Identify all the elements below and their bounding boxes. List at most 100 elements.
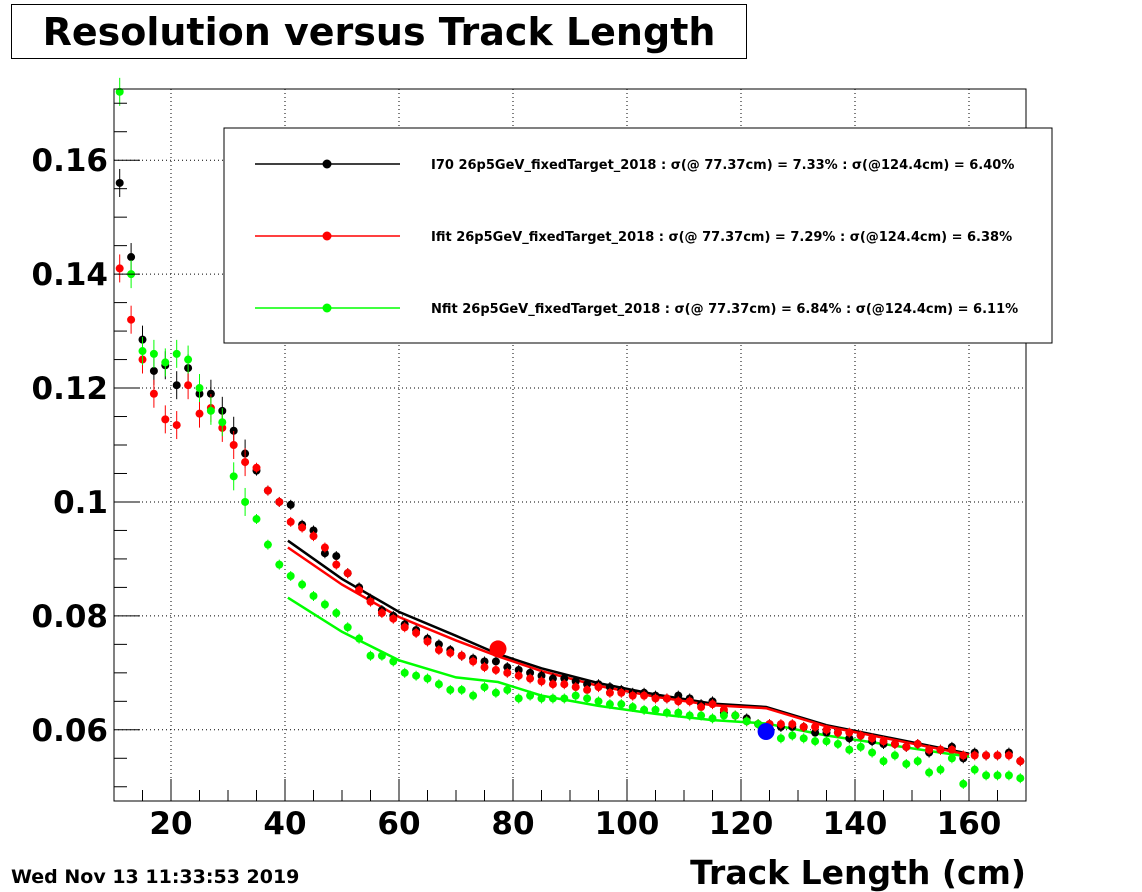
data-point <box>640 691 649 700</box>
x-tick-label: 20 <box>149 806 192 842</box>
data-point <box>640 705 649 714</box>
data-point <box>822 737 831 746</box>
data-point <box>320 600 329 609</box>
data-point <box>697 703 706 712</box>
data-point <box>161 358 170 367</box>
data-point <box>719 711 728 720</box>
data-point <box>286 572 295 581</box>
data-point <box>822 725 831 734</box>
data-point <box>503 685 512 694</box>
data-point <box>332 609 341 618</box>
highlight-marker <box>757 723 775 741</box>
data-point <box>480 683 489 692</box>
data-point <box>936 765 945 774</box>
data-point <box>685 697 694 706</box>
data-point <box>959 751 968 760</box>
data-point <box>970 765 979 774</box>
data-point <box>913 740 922 749</box>
data-point <box>662 708 671 717</box>
data-point <box>902 742 911 751</box>
data-point <box>252 463 261 472</box>
data-point <box>605 688 614 697</box>
data-point <box>241 497 250 506</box>
data-point <box>229 472 238 481</box>
data-point <box>833 728 842 737</box>
data-point <box>229 426 238 435</box>
highlight-marker <box>489 640 507 658</box>
data-point <box>446 685 455 694</box>
data-point <box>263 486 272 495</box>
data-point <box>548 680 557 689</box>
x-tick-label: 160 <box>937 806 1002 842</box>
legend: I70 26p5GeV_fixedTarget_2018 : σ(@ 77.37… <box>223 127 1053 344</box>
data-point <box>423 637 432 646</box>
x-tick-label: 140 <box>823 806 888 842</box>
data-point <box>184 381 193 390</box>
data-point <box>651 705 660 714</box>
y-tick-label: 0.06 <box>32 713 109 749</box>
timestamp: Wed Nov 13 11:33:53 2019 <box>11 866 300 888</box>
data-point <box>491 657 500 666</box>
data-point <box>252 515 261 524</box>
data-point <box>366 597 375 606</box>
data-point <box>434 680 443 689</box>
data-point <box>138 347 147 356</box>
data-point <box>263 540 272 549</box>
data-point <box>320 549 329 558</box>
data-point <box>309 591 318 600</box>
data-point <box>811 728 820 737</box>
data-point <box>172 381 181 390</box>
data-point <box>343 569 352 578</box>
data-point <box>925 768 934 777</box>
data-point <box>799 734 808 743</box>
data-point <box>628 691 637 700</box>
data-point <box>605 700 614 709</box>
fit-curves <box>287 539 970 758</box>
data-point <box>526 668 535 677</box>
fit-curve-0 <box>287 539 970 755</box>
data-point <box>799 722 808 731</box>
legend-entry-0: I70 26p5GeV_fixedTarget_2018 : σ(@ 77.37… <box>431 158 1014 173</box>
data-point <box>685 711 694 720</box>
data-point <box>480 657 489 666</box>
data-point <box>526 691 535 700</box>
data-point <box>514 665 523 674</box>
chart-title: Resolution versus Track Length <box>11 4 747 59</box>
data-point <box>229 441 238 449</box>
data-point <box>970 751 979 760</box>
data-point <box>275 560 284 569</box>
data-points <box>115 77 1025 789</box>
data-point <box>936 745 945 754</box>
x-tick-label: 120 <box>709 806 774 842</box>
legend-entry-1: Ifit 26p5GeV_fixedTarget_2018 : σ(@ 77.3… <box>431 230 1012 245</box>
data-point <box>149 366 158 375</box>
data-point <box>776 720 785 729</box>
data-point <box>423 674 432 683</box>
data-point <box>548 694 557 703</box>
data-point <box>389 614 398 623</box>
legend-marker-1 <box>322 231 332 241</box>
data-point <box>868 748 877 757</box>
data-point <box>480 663 489 672</box>
data-point <box>788 731 797 740</box>
data-point <box>890 751 899 760</box>
data-point <box>491 665 500 674</box>
data-point <box>913 757 922 766</box>
data-point <box>594 697 603 706</box>
data-point <box>674 697 683 706</box>
data-point <box>412 671 421 680</box>
data-point <box>879 737 888 746</box>
data-point <box>833 740 842 749</box>
data-point <box>309 526 318 535</box>
fit-curve-1 <box>287 546 970 757</box>
data-point <box>149 349 158 358</box>
legend-marker-0 <box>322 159 332 169</box>
data-point <box>811 722 820 731</box>
data-point <box>1004 771 1013 780</box>
data-point <box>469 657 478 666</box>
data-point <box>548 674 557 683</box>
data-point <box>149 389 158 398</box>
data-point <box>469 691 478 700</box>
data-point <box>617 700 626 709</box>
data-point <box>298 523 307 532</box>
